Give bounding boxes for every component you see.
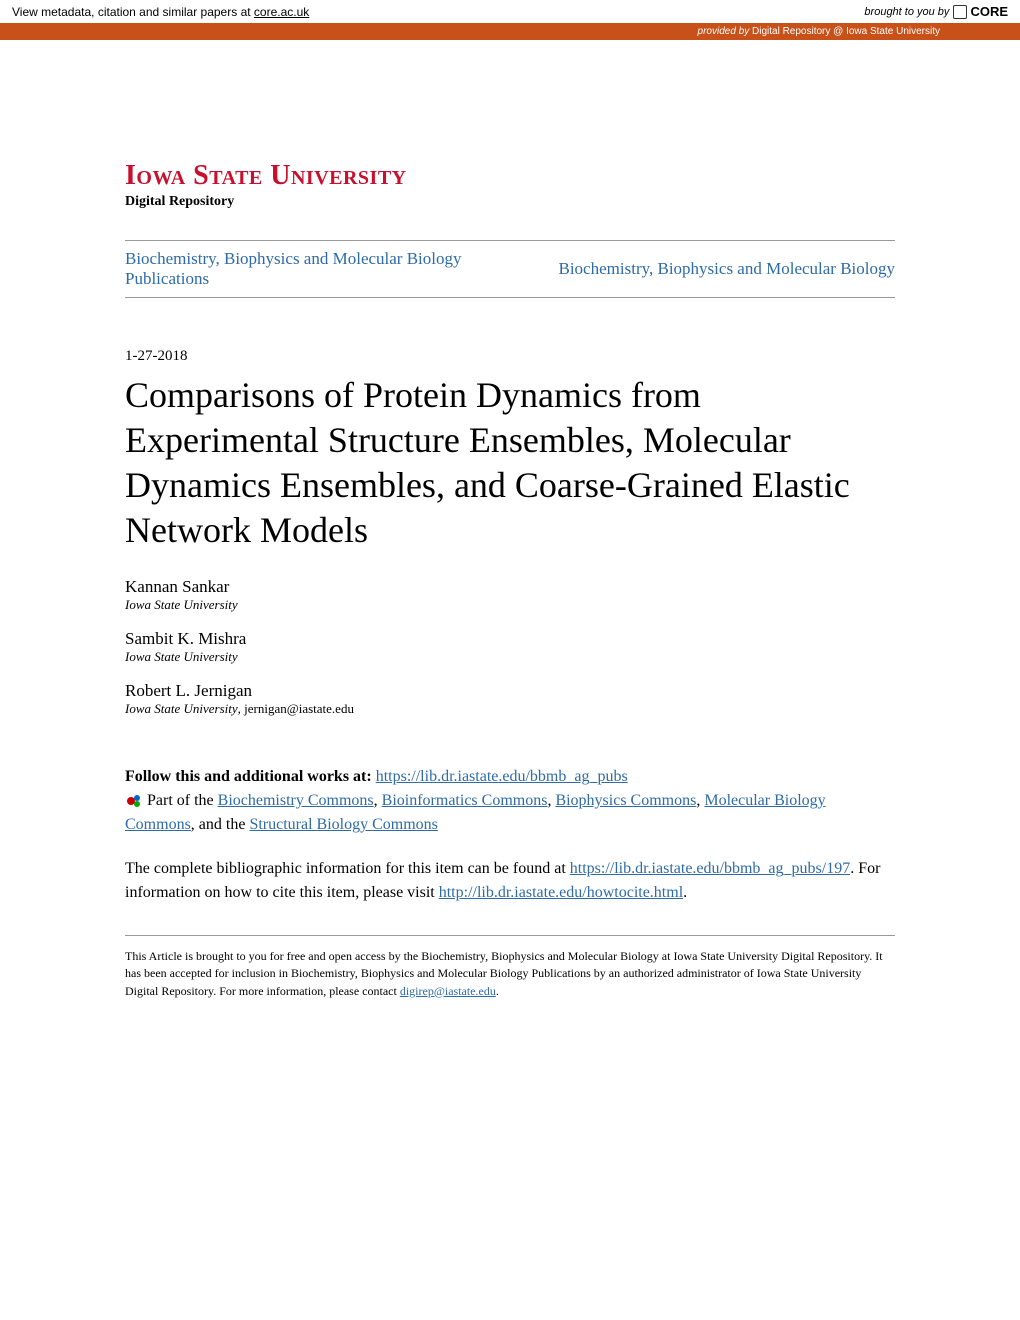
- commons-link[interactable]: Structural Biology Commons: [249, 816, 437, 833]
- footer-email[interactable]: digirep@iastate.edu: [400, 984, 496, 998]
- header-link-left-wrap: Biochemistry, Biophysics and Molecular B…: [125, 249, 505, 289]
- provided-by-link[interactable]: Digital Repository @ Iowa State Universi…: [752, 26, 940, 37]
- institution-logo: Iowa State University Digital Repository: [125, 160, 895, 210]
- author-affil-text: Iowa State University: [125, 597, 238, 612]
- follow-link[interactable]: https://lib.dr.iastate.edu/bbmb_ag_pubs: [376, 768, 628, 785]
- core-left: View metadata, citation and similar pape…: [12, 5, 309, 19]
- document-title: Comparisons of Protein Dynamics from Exp…: [125, 373, 895, 553]
- author-affil-text: Iowa State University: [125, 701, 238, 716]
- institution-name: Iowa State University: [125, 160, 895, 192]
- header-link-right-wrap: Biochemistry, Biophysics and Molecular B…: [559, 259, 896, 279]
- header-link-right[interactable]: Biochemistry, Biophysics and Molecular B…: [559, 259, 896, 278]
- part-of-line: Part of the Biochemistry Commons, Bioinf…: [125, 789, 895, 837]
- followup-section: Follow this and additional works at: htt…: [125, 765, 895, 837]
- author-affil: Iowa State University: [125, 597, 895, 613]
- core-icon: [953, 5, 967, 19]
- footer-note: This Article is brought to you for free …: [125, 935, 895, 1000]
- author-affil: Iowa State University: [125, 649, 895, 665]
- follow-prefix: Follow this and additional works at:: [125, 768, 376, 785]
- core-link[interactable]: core.ac.uk: [254, 5, 309, 19]
- header-link-left[interactable]: Biochemistry, Biophysics and Molecular B…: [125, 249, 462, 288]
- core-prefix: View metadata, citation and similar pape…: [12, 5, 254, 19]
- author-email: , jernigan@iastate.edu: [238, 701, 354, 716]
- core-banner: View metadata, citation and similar pape…: [0, 0, 1020, 23]
- commons-link[interactable]: Biophysics Commons: [555, 792, 696, 809]
- author-block: Kannan Sankar Iowa State University: [125, 577, 895, 613]
- institution-sub: Digital Repository: [125, 194, 895, 210]
- footer-text: This Article is brought to you for free …: [125, 949, 883, 998]
- biblio-link[interactable]: https://lib.dr.iastate.edu/bbmb_ag_pubs/…: [570, 860, 850, 877]
- author-affil-text: Iowa State University: [125, 649, 238, 664]
- sep: ,: [374, 792, 382, 809]
- core-logo-text: CORE: [970, 4, 1008, 19]
- core-right-prefix: brought to you by: [864, 6, 949, 18]
- biblio-text: .: [683, 884, 687, 901]
- network-icon: [125, 792, 143, 810]
- provided-by-prefix: provided by: [698, 26, 752, 37]
- biblio-info: The complete bibliographic information f…: [125, 857, 895, 905]
- footer-text: .: [496, 984, 499, 998]
- provided-by-bar: provided by Digital Repository @ Iowa St…: [0, 23, 1020, 40]
- page-content: Iowa State University Digital Repository…: [0, 40, 1020, 1030]
- author-name: Kannan Sankar: [125, 577, 895, 597]
- follow-line: Follow this and additional works at: htt…: [125, 765, 895, 789]
- author-block: Sambit K. Mishra Iowa State University: [125, 629, 895, 665]
- header-links: Biochemistry, Biophysics and Molecular B…: [125, 240, 895, 298]
- part-of-prefix: Part of the: [147, 792, 218, 809]
- author-name: Robert L. Jernigan: [125, 681, 895, 701]
- author-affil: Iowa State University, jernigan@iastate.…: [125, 701, 895, 717]
- publication-date: 1-27-2018: [125, 348, 895, 365]
- author-block: Robert L. Jernigan Iowa State University…: [125, 681, 895, 717]
- sep: , and the: [191, 816, 250, 833]
- biblio-text: The complete bibliographic information f…: [125, 860, 570, 877]
- commons-link[interactable]: Bioinformatics Commons: [382, 792, 548, 809]
- author-name: Sambit K. Mishra: [125, 629, 895, 649]
- core-logo[interactable]: CORE: [953, 4, 1008, 19]
- commons-link[interactable]: Biochemistry Commons: [218, 792, 374, 809]
- core-right: brought to you by CORE: [864, 4, 1008, 19]
- howtocite-link[interactable]: http://lib.dr.iastate.edu/howtocite.html: [439, 884, 683, 901]
